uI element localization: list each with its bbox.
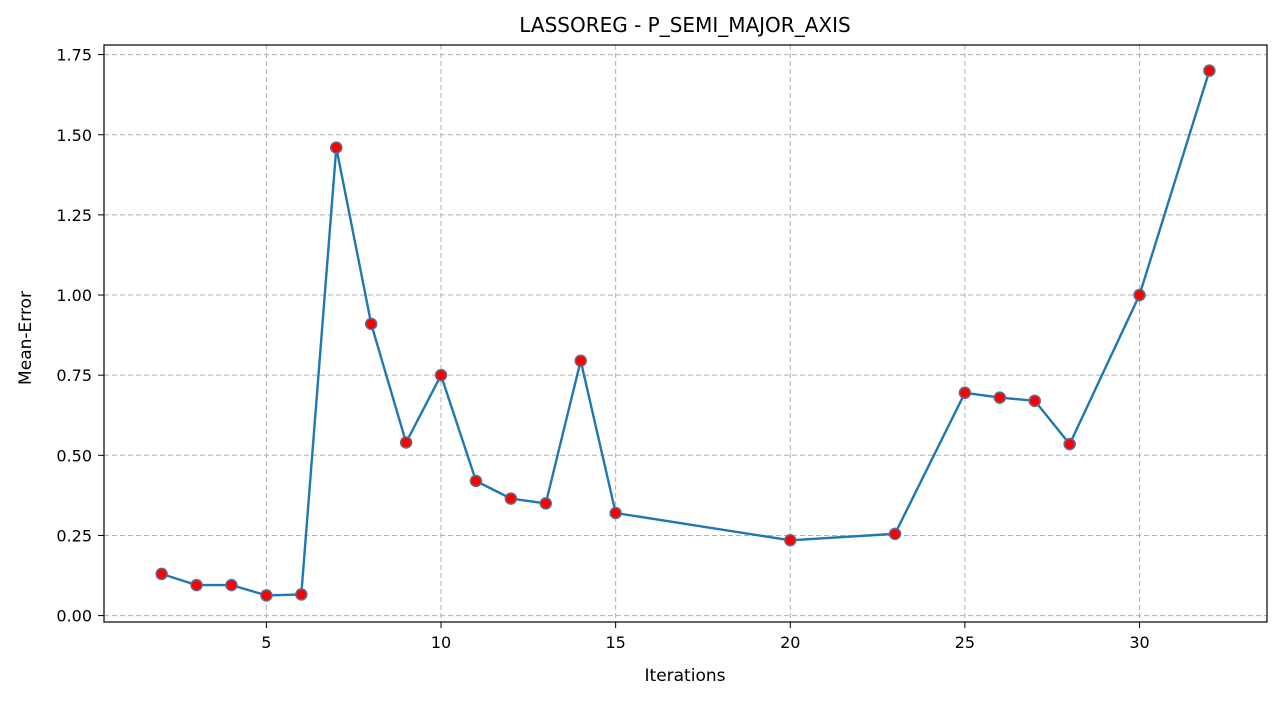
axis-ticks: 5 10 15 20 25 30 0.00 0.25 0.50 0.75 1.00 1.25 1.50 1…	[56, 46, 1149, 652]
y-tick-label: 0.25	[56, 526, 92, 545]
x-axis-label: Iterations	[645, 666, 726, 686]
x-tick-label: 25	[955, 633, 975, 652]
series-layer	[155, 64, 1216, 602]
y-tick-label: 0.75	[56, 366, 92, 385]
grid-lines	[104, 45, 1267, 622]
data-point-marker	[155, 567, 168, 581]
data-point-marker	[1028, 394, 1041, 408]
data-point-marker	[539, 497, 553, 510]
data-point-marker	[225, 578, 238, 592]
data-point-marker	[993, 391, 1007, 404]
y-tick-label: 1.50	[56, 126, 92, 145]
data-point-marker	[1133, 288, 1146, 302]
y-tick-label: 1.75	[56, 46, 92, 65]
plot-frame	[103, 44, 1268, 623]
y-tick-label: 0.50	[56, 446, 92, 465]
x-tick-label: 10	[431, 633, 451, 652]
data-point-marker	[784, 534, 797, 547]
y-tick-label: 1.00	[56, 286, 92, 305]
data-point-marker	[295, 588, 308, 601]
y-axis-label: Mean-Error	[16, 291, 36, 385]
y-tick-label: 1.25	[56, 206, 92, 225]
data-point-marker	[399, 436, 413, 449]
data-point-marker	[574, 354, 587, 367]
series-line	[161, 70, 1211, 597]
data-point-marker	[190, 578, 203, 592]
chart-title: LASSOREG - P_SEMI_MAJOR_AXIS	[519, 13, 850, 37]
data-point-marker	[888, 527, 902, 541]
data-point-marker	[364, 317, 378, 331]
data-point-marker	[504, 492, 518, 505]
x-tick-label: 20	[780, 633, 800, 652]
x-tick-label: 15	[605, 633, 625, 652]
data-point-marker	[1203, 64, 1216, 77]
data-point-marker	[609, 506, 622, 520]
data-point-marker	[958, 386, 972, 400]
y-tick-label: 0.00	[56, 607, 92, 626]
data-point-marker	[434, 368, 448, 382]
data-point-marker	[1063, 437, 1076, 451]
data-point-marker	[260, 589, 273, 602]
x-tick-label: 5	[261, 633, 271, 652]
data-point-marker	[330, 141, 343, 154]
x-tick-label: 30	[1129, 633, 1149, 652]
data-point-marker	[469, 474, 483, 488]
